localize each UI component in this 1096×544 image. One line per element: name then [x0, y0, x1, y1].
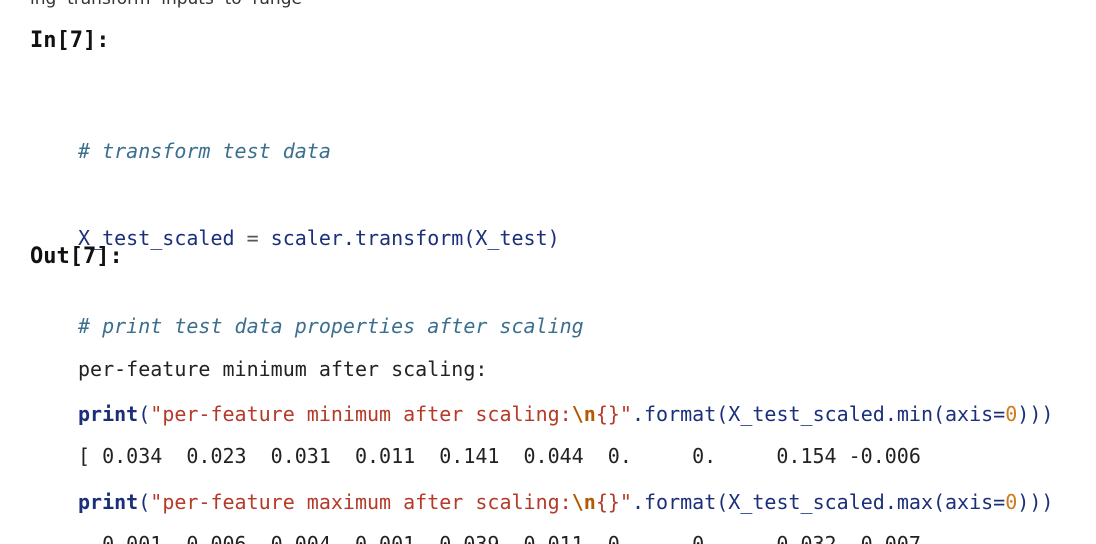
print-keyword: print: [78, 490, 139, 515]
escape-sequence: \n: [571, 402, 596, 427]
code-line-assignment: X_test_scaled = scaler.transform(X_test): [78, 224, 1053, 253]
format-call: .format(X_test_scaled.min(axis=: [631, 402, 1006, 427]
code-cell[interactable]: # transform test data X_test_scaled = sc…: [78, 78, 1053, 544]
string-literal: per-feature minimum after scaling:: [162, 402, 572, 427]
string-quote: ": [150, 402, 163, 427]
code-line-comment-2: # print test data properties after scali…: [78, 312, 1053, 341]
axis-number: 0: [1005, 402, 1018, 427]
transform-call: scaler.transform(X_test): [270, 226, 560, 251]
assign-operator: =: [234, 226, 271, 251]
format-braces: {}: [595, 490, 620, 515]
string-quote: ": [619, 490, 632, 515]
string-quote: ": [150, 490, 163, 515]
paren: (: [138, 490, 151, 515]
output-line: [ 0.034 0.023 0.031 0.011 0.141 0.044 0.…: [78, 444, 921, 469]
comment: # transform test data: [78, 138, 331, 163]
string-quote: ": [619, 402, 632, 427]
cell-output: per-feature minimum after scaling: [ 0.0…: [78, 296, 933, 544]
string-literal: per-feature maximum after scaling:: [162, 490, 572, 515]
closing-parens: ))): [1017, 402, 1054, 427]
code-line-comment-1: # transform test data: [78, 137, 1053, 166]
comment: # print test data properties after scali…: [78, 314, 584, 339]
output-line: per-feature minimum after scaling:: [78, 356, 488, 381]
code-line-print-max: print("per-feature maximum after scaling…: [78, 488, 1053, 517]
axis-number: 0: [1005, 490, 1018, 515]
variable-name: X_test_scaled: [78, 226, 235, 251]
closing-parens: ))): [1017, 490, 1054, 515]
print-keyword: print: [78, 402, 139, 427]
format-call: .format(X_test_scaled.max(axis=: [631, 490, 1006, 515]
code-line-print-min: print("per-feature minimum after scaling…: [78, 400, 1053, 429]
previous-text-fragment: ing transform inputs to range: [30, 0, 302, 9]
output-line: -0.001 0.006 0.004 0.001 0.039 0.011 0. …: [78, 530, 933, 544]
input-prompt: In[7]:: [30, 28, 110, 53]
format-braces: {}: [595, 402, 620, 427]
paren: (: [138, 402, 151, 427]
escape-sequence: \n: [571, 490, 596, 515]
output-prompt: Out[7]:: [30, 244, 123, 269]
